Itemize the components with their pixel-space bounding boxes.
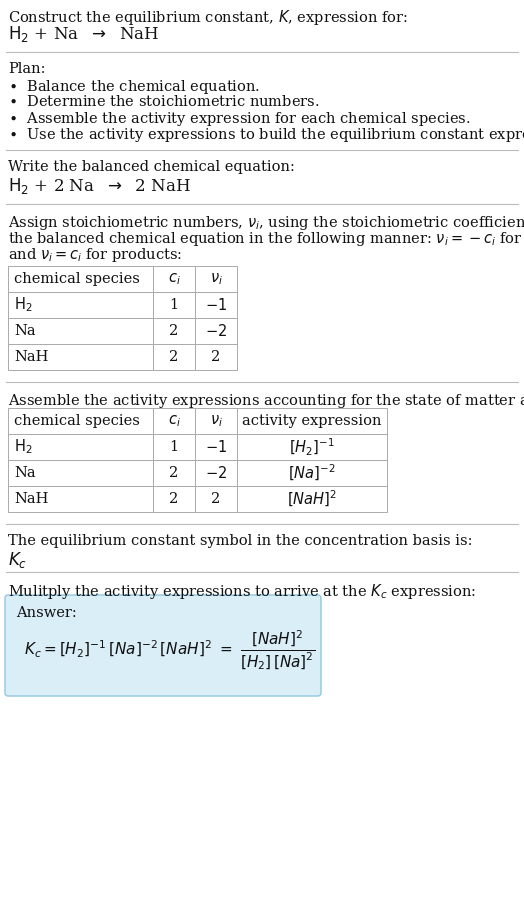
Bar [153, 408, 195, 434]
Bar [237, 460, 387, 486]
Bar [153, 266, 195, 292]
Text: $-1$: $-1$ [205, 297, 227, 313]
Bar [195, 292, 237, 318]
Text: 2: 2 [169, 492, 179, 506]
Bar [237, 486, 387, 512]
Bar [195, 486, 237, 512]
Text: NaH: NaH [14, 492, 48, 506]
Text: $[H_2]^{-1}$: $[H_2]^{-1}$ [289, 436, 335, 458]
Text: 2: 2 [169, 350, 179, 364]
Text: NaH: NaH [14, 350, 48, 364]
Bar [8, 318, 153, 344]
Text: activity expression: activity expression [242, 414, 382, 428]
Text: Assign stoichiometric numbers, $\nu_i$, using the stoichiometric coefficients, $: Assign stoichiometric numbers, $\nu_i$, … [8, 214, 524, 232]
Text: Answer:: Answer: [16, 606, 77, 620]
Bar [153, 344, 195, 370]
Text: $-2$: $-2$ [205, 323, 227, 339]
Bar [8, 344, 153, 370]
Text: 2: 2 [169, 324, 179, 338]
Text: $c_i$: $c_i$ [168, 414, 180, 429]
Text: chemical species: chemical species [14, 414, 140, 428]
Text: Mulitply the activity expressions to arrive at the $K_c$ expression:: Mulitply the activity expressions to arr… [8, 582, 476, 601]
Text: $K_c = [H_2]^{-1}\,[Na]^{-2}\,[NaH]^2 \ = \ \dfrac{[NaH]^2}{[H_2]\,[Na]^2}$: $K_c = [H_2]^{-1}\,[Na]^{-2}\,[NaH]^2 \ … [24, 628, 315, 672]
Text: $\mathrm{H_2}$ + 2 Na  $\rightarrow$  2 NaH: $\mathrm{H_2}$ + 2 Na $\rightarrow$ 2 Na… [8, 176, 191, 196]
Text: Plan:: Plan: [8, 62, 46, 76]
Text: $\bullet$  Assemble the activity expression for each chemical species.: $\bullet$ Assemble the activity expressi… [8, 110, 471, 128]
Bar [153, 318, 195, 344]
FancyBboxPatch shape [5, 595, 321, 696]
Bar [153, 434, 195, 460]
Bar [8, 460, 153, 486]
Text: $\bullet$  Balance the chemical equation.: $\bullet$ Balance the chemical equation. [8, 78, 260, 96]
Text: 2: 2 [169, 466, 179, 480]
Text: Na: Na [14, 324, 36, 338]
Text: $\nu_i$: $\nu_i$ [210, 414, 223, 429]
Bar [153, 292, 195, 318]
Text: $K_c$: $K_c$ [8, 550, 27, 570]
Text: $c_i$: $c_i$ [168, 271, 180, 287]
Text: chemical species: chemical species [14, 272, 140, 286]
Text: $\nu_i$: $\nu_i$ [210, 271, 223, 287]
Text: Assemble the activity expressions accounting for the state of matter and $\nu_i$: Assemble the activity expressions accoun… [8, 392, 524, 410]
Bar [237, 408, 387, 434]
Text: $[NaH]^2$: $[NaH]^2$ [287, 489, 337, 509]
Bar [8, 292, 153, 318]
Text: 1: 1 [169, 440, 179, 454]
Bar [153, 486, 195, 512]
Text: 2: 2 [211, 350, 221, 364]
Text: $\mathrm{H_2}$: $\mathrm{H_2}$ [14, 438, 32, 457]
Bar [8, 408, 153, 434]
Bar [195, 344, 237, 370]
Text: $\mathrm{H_2}$ + Na  $\rightarrow$  NaH: $\mathrm{H_2}$ + Na $\rightarrow$ NaH [8, 24, 159, 44]
Bar [8, 486, 153, 512]
Bar [195, 460, 237, 486]
Text: Na: Na [14, 466, 36, 480]
Text: $\mathrm{H_2}$: $\mathrm{H_2}$ [14, 296, 32, 315]
Text: 2: 2 [211, 492, 221, 506]
Bar [237, 434, 387, 460]
Text: $\bullet$  Use the activity expressions to build the equilibrium constant expres: $\bullet$ Use the activity expressions t… [8, 126, 524, 144]
Text: Write the balanced chemical equation:: Write the balanced chemical equation: [8, 160, 295, 174]
Text: Construct the equilibrium constant, $K$, expression for:: Construct the equilibrium constant, $K$,… [8, 8, 408, 27]
Text: the balanced chemical equation in the following manner: $\nu_i = -c_i$ for react: the balanced chemical equation in the fo… [8, 230, 524, 248]
Text: and $\nu_i = c_i$ for products:: and $\nu_i = c_i$ for products: [8, 246, 182, 264]
Bar [153, 460, 195, 486]
Bar [195, 408, 237, 434]
Text: $\bullet$  Determine the stoichiometric numbers.: $\bullet$ Determine the stoichiometric n… [8, 94, 320, 109]
Text: $-1$: $-1$ [205, 439, 227, 455]
Text: $[Na]^{-2}$: $[Na]^{-2}$ [288, 463, 336, 483]
Bar [195, 266, 237, 292]
Text: The equilibrium constant symbol in the concentration basis is:: The equilibrium constant symbol in the c… [8, 534, 473, 548]
Text: 1: 1 [169, 298, 179, 312]
Bar [195, 434, 237, 460]
Bar [195, 318, 237, 344]
Text: $-2$: $-2$ [205, 465, 227, 481]
Bar [8, 266, 153, 292]
Bar [8, 434, 153, 460]
